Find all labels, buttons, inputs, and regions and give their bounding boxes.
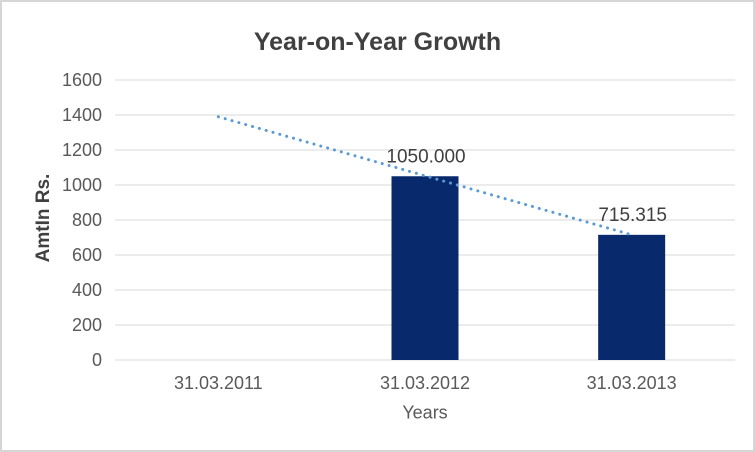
y-tick-label: 400 <box>72 280 102 300</box>
y-tick-label: 1200 <box>62 140 102 160</box>
x-tick-label: 31.03.2013 <box>587 373 677 393</box>
x-tick-label: 31.03.2012 <box>380 373 470 393</box>
y-tick-label: 200 <box>72 315 102 335</box>
trendline <box>216 115 634 237</box>
chart-title: Year-on-Year Growth <box>253 28 502 56</box>
bar-data-label: 715.315 <box>598 205 667 226</box>
bar-31.03.2012 <box>391 176 459 360</box>
x-tick-label: 31.03.2011 <box>174 373 263 393</box>
y-tick-label: 600 <box>72 245 102 265</box>
y-tick-label: 1600 <box>62 70 102 90</box>
y-tick-label: 1400 <box>62 105 102 125</box>
x-axis-title: Years <box>402 402 448 423</box>
y-tick-label: 800 <box>72 210 102 230</box>
y-tick-label: 1000 <box>62 175 102 195</box>
bar-data-label: 1050.000 <box>386 146 465 167</box>
y-tick-label: 0 <box>92 350 102 370</box>
bar-31.03.2013 <box>598 234 666 360</box>
